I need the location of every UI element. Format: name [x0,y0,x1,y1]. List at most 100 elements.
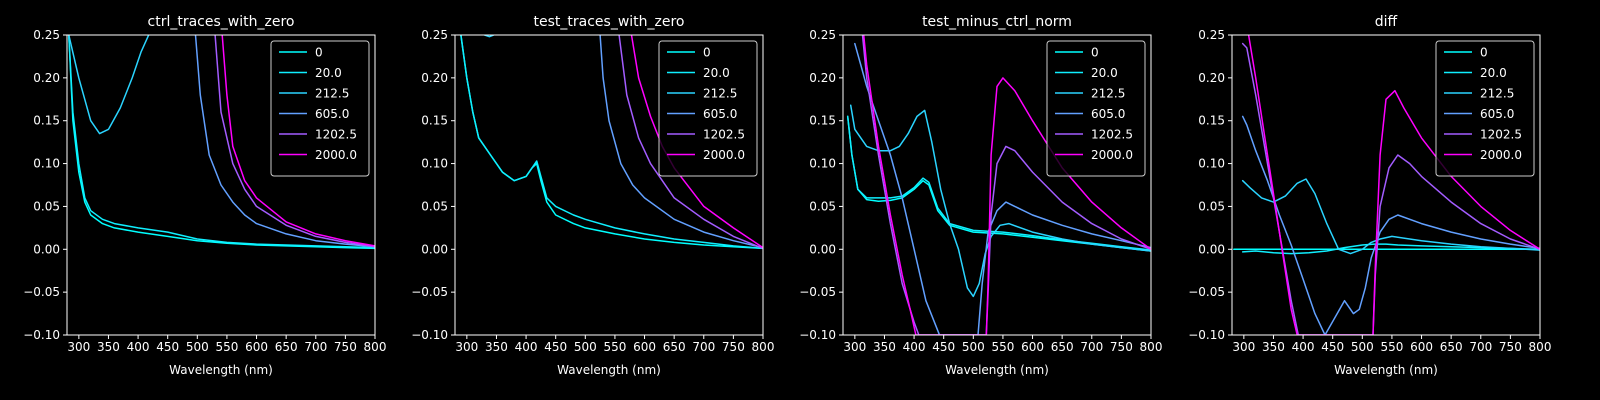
chart-title: diff [1375,14,1398,30]
x-tick-label: 650 [1051,340,1074,354]
x-tick-label: 400 [903,340,926,354]
x-tick-label: 400 [127,340,150,354]
y-tick-label: 0.15 [33,114,60,128]
y-tick-label: 0.20 [33,71,60,85]
legend-label: 0 [703,46,711,60]
chart-panel-1: 300 350 400 450 500 550 600 650 700 750 800 −0.10 −0… [23,14,386,377]
x-tick-label: 350 [1262,340,1285,354]
x-tick-label: 700 [1469,340,1492,354]
series-line-212.5 [849,104,1151,298]
x-tick-label: 300 [1232,340,1255,354]
legend-label: 605.0 [315,107,349,121]
x-tick-label: 650 [663,340,686,354]
x-tick-label: 450 [932,340,955,354]
axes-frame [842,34,1152,336]
legend-label: 1202.5 [1480,128,1522,142]
y-tick-label: 0.25 [33,28,60,42]
chart-title: ctrl_traces_with_zero [148,14,295,30]
x-tick-label: 500 [186,340,209,354]
x-tick-label: 750 [1499,340,1522,354]
x-tick-label: 500 [574,340,597,354]
x-tick-label: 550 [603,340,626,354]
series-line-1202.5 [861,35,1151,335]
legend-label: 605.0 [1480,107,1514,121]
series-line-1202.5 [214,35,375,248]
x-tick-label: 450 [156,340,179,354]
series-group [1233,35,1540,335]
axes-frame [1231,34,1541,336]
y-tick-label: 0.20 [809,71,836,85]
y-tick-label: 0.15 [1198,114,1225,128]
legend-label: 212.5 [703,87,737,101]
x-axis-label: Wavelength (nm) [945,363,1049,377]
chart-panel-3: 300 350 400 450 500 550 600 650 700 750 800 −0.10 −0… [799,14,1162,377]
legend-label: 212.5 [1480,87,1514,101]
y-tick-label: 0.25 [1198,28,1225,42]
axes-frame [454,34,764,336]
y-tick-label: −0.05 [799,285,836,299]
series-line-0 [68,35,375,250]
x-tick-label: 600 [1410,340,1433,354]
y-tick-label: −0.10 [1188,328,1225,342]
series-line-1202.5 [618,35,763,250]
series-group [846,35,1151,335]
legend-label: 2000.0 [315,148,357,162]
x-tick-label: 600 [1021,340,1044,354]
legend-label: 212.5 [1091,87,1125,101]
y-tick-label: 0.10 [809,157,836,171]
x-tick-label: 700 [692,340,715,354]
x-tick-label: 550 [1380,340,1403,354]
series-line-605.0 [194,35,375,248]
series-line-1202.5 [1241,42,1540,335]
legend: 0 20.0 212.5 605.0 1202.5 2000.0 [658,40,758,177]
series-group [68,35,375,250]
chart-title: test_traces_with_zero [534,14,685,30]
legend-label: 605.0 [703,107,737,121]
legend-box [1435,40,1535,177]
legend-label: 20.0 [703,66,730,80]
x-tick-label: 800 [1140,340,1163,354]
y-tick-label: −0.05 [411,285,448,299]
axes-frame [66,34,376,336]
legend-label: 0 [1480,46,1488,60]
x-tick-label: 650 [1440,340,1463,354]
series-line-605.0 [854,42,1151,335]
chart-title: test_minus_ctrl_norm [922,14,1072,30]
series-line-20.0 [68,35,375,249]
chart-panel-4: 300 350 400 450 500 550 600 650 700 750 800 −0.10 −0… [1188,14,1551,377]
x-axis-label: Wavelength (nm) [557,363,661,377]
y-tick-label: 0.00 [1198,242,1225,256]
series-line-2000.0 [221,35,375,247]
legend-label: 1202.5 [315,128,357,142]
legend: 0 20.0 212.5 605.0 1202.5 2000.0 [270,40,370,177]
y-tick-label: 0.20 [1198,71,1225,85]
x-tick-label: 550 [215,340,238,354]
x-axis-label: Wavelength (nm) [1334,363,1438,377]
y-tick-label: 0.05 [1198,199,1225,213]
y-tick-label: 0.05 [421,199,448,213]
legend-label: 20.0 [1480,66,1507,80]
legend: 0 20.0 212.5 605.0 1202.5 2000.0 [1046,40,1146,177]
x-tick-label: 600 [633,340,656,354]
legend-box [658,40,758,177]
y-tick-label: 0.10 [33,157,60,171]
legend-label: 2000.0 [1091,148,1133,162]
x-tick-label: 350 [97,340,120,354]
y-tick-label: 0.10 [421,157,448,171]
y-tick-label: 0.10 [1198,157,1225,171]
series-line-212.5 [1241,178,1540,255]
x-tick-label: 500 [1351,340,1374,354]
series-line-2000.0 [1247,35,1540,335]
legend-label: 0 [1091,46,1099,60]
x-tick-label: 300 [843,340,866,354]
y-tick-label: 0.25 [809,28,836,42]
x-tick-label: 800 [364,340,387,354]
legend-box [1046,40,1146,177]
x-tick-label: 750 [1110,340,1133,354]
x-tick-label: 450 [544,340,567,354]
y-tick-label: 0.15 [809,114,836,128]
y-tick-label: −0.10 [799,328,836,342]
y-tick-label: 0.15 [421,114,448,128]
